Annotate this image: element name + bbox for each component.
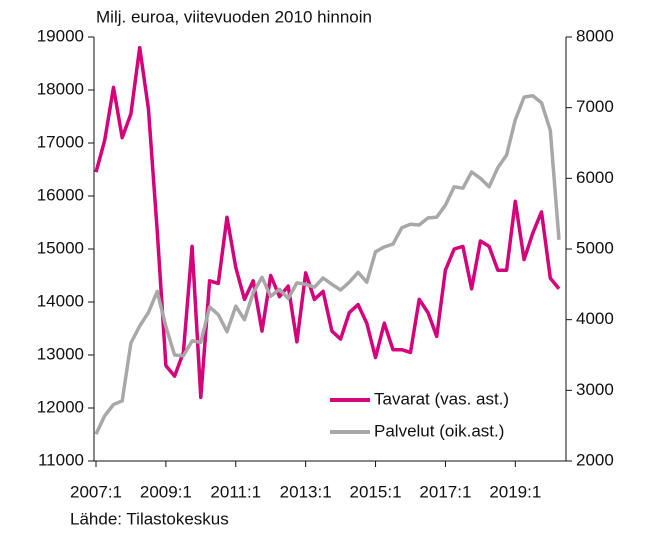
x-tick-label: 2019:1 — [489, 482, 541, 501]
series-line — [94, 93, 561, 435]
y-tick-label: 12000 — [37, 397, 84, 416]
y-tick-label: 15000 — [37, 238, 84, 257]
y2-tick-label: 5000 — [576, 238, 614, 257]
legend-label: Palvelut (oik.ast.) — [374, 421, 504, 440]
y-tick-label: 11000 — [38, 450, 84, 469]
x-tick-label: 2013:1 — [280, 482, 332, 501]
y-tick-label: 13000 — [37, 344, 84, 363]
y2-tick-label: 3000 — [576, 380, 614, 399]
y-tick-label: 17000 — [37, 132, 84, 151]
y2-tick-label: 4000 — [576, 309, 614, 328]
y2-tick-label: 2000 — [576, 450, 614, 469]
y2-tick-label: 6000 — [576, 168, 614, 187]
y-tick-label: 19000 — [37, 26, 84, 45]
y-tick-label: 14000 — [37, 291, 84, 310]
y-tick-label: 16000 — [37, 185, 84, 204]
legend-label: Tavarat (vas. ast.) — [374, 389, 509, 408]
y2-tick-label: 8000 — [576, 26, 614, 45]
x-tick-label: 2007:1 — [70, 482, 122, 501]
series-line — [94, 45, 561, 400]
y-tick-label: 18000 — [37, 79, 84, 98]
x-tick-label: 2015:1 — [350, 482, 402, 501]
y2-tick-label: 7000 — [576, 97, 614, 116]
x-tick-label: 2009:1 — [140, 482, 192, 501]
source: Lähde: Tilastokeskus — [70, 509, 229, 528]
x-tick-label: 2011:1 — [210, 482, 261, 501]
x-tick-label: 2017:1 — [419, 482, 471, 501]
chart-title: Milj. euroa, viitevuoden 2010 hinnoin — [96, 7, 372, 26]
